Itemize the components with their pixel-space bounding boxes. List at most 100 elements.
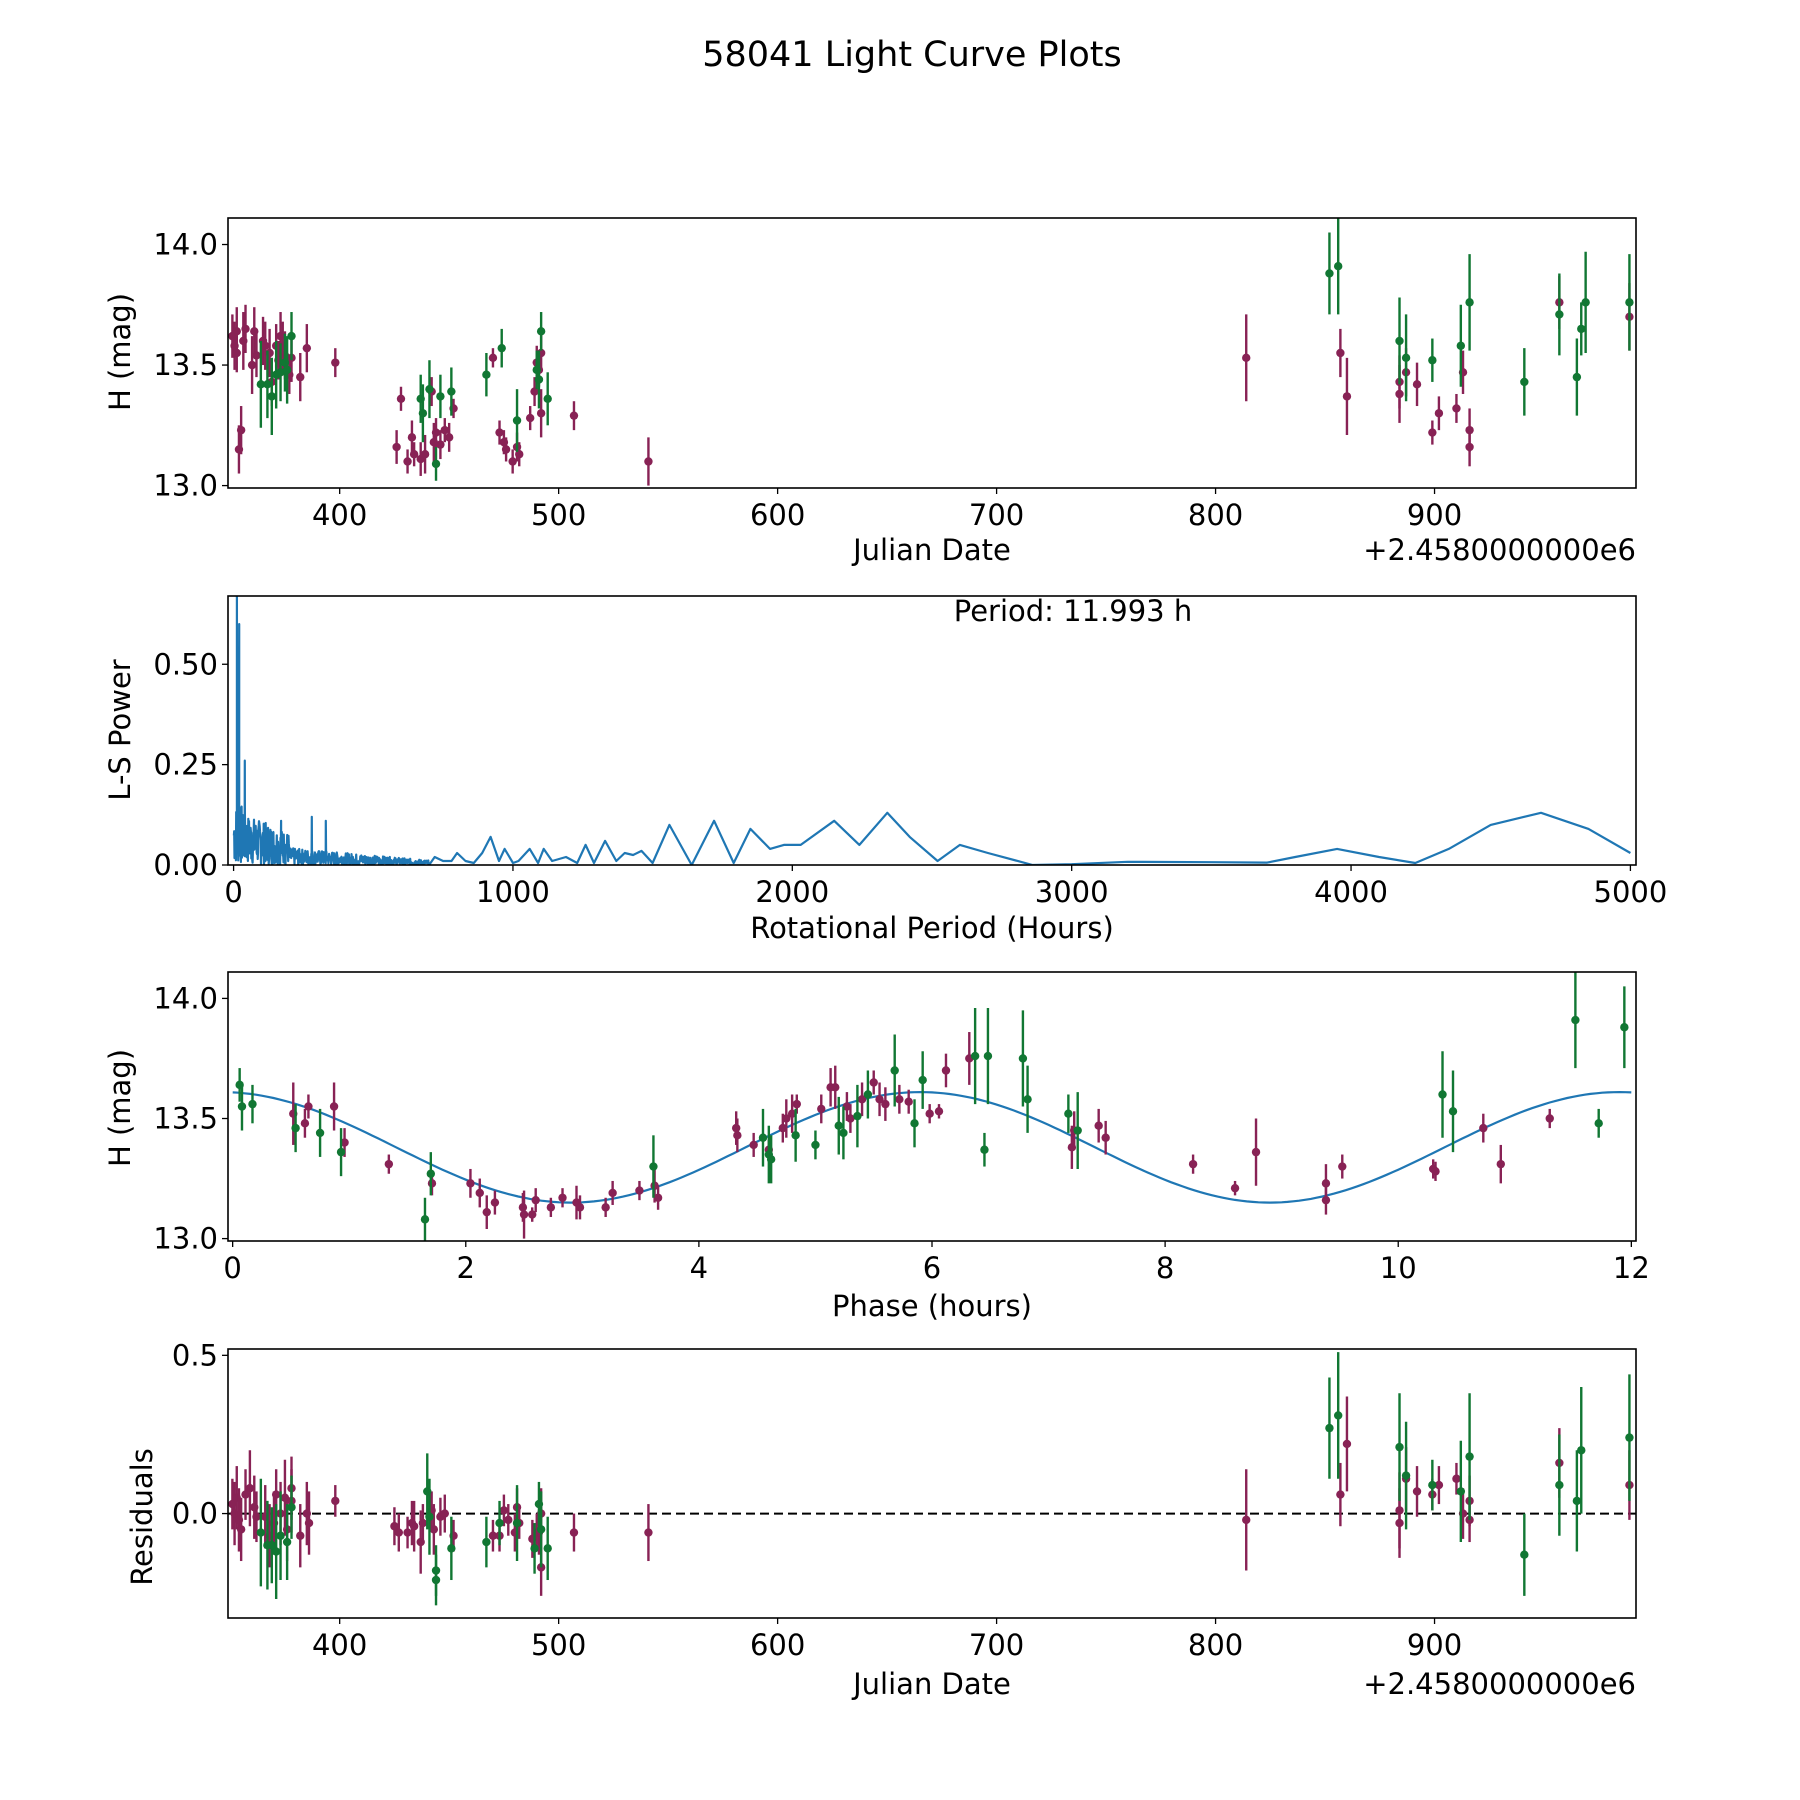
data-point bbox=[1395, 1518, 1404, 1528]
data-point bbox=[267, 1541, 276, 1550]
data-point bbox=[248, 1099, 257, 1109]
data-point bbox=[271, 1547, 281, 1556]
data-point bbox=[1401, 1471, 1411, 1480]
data-point bbox=[733, 1131, 742, 1140]
data-point bbox=[440, 1509, 449, 1518]
axes-frame bbox=[227, 1348, 1637, 1619]
data-point bbox=[1434, 1480, 1444, 1490]
data-point bbox=[1188, 1159, 1198, 1169]
data-point bbox=[1401, 353, 1411, 363]
data-point bbox=[331, 358, 340, 367]
data-point bbox=[1428, 428, 1437, 437]
data-point bbox=[495, 1518, 504, 1528]
y-tick-label: 0.00 bbox=[153, 848, 218, 882]
data-point bbox=[232, 348, 241, 358]
data-point bbox=[1431, 1167, 1440, 1176]
data-point bbox=[1342, 392, 1352, 401]
data-point bbox=[890, 1066, 899, 1075]
data-point bbox=[490, 1198, 500, 1207]
green-filter-series bbox=[256, 218, 1634, 481]
y-tick-label: 0.50 bbox=[153, 647, 218, 681]
data-point bbox=[1577, 324, 1586, 334]
data-point bbox=[276, 368, 285, 377]
data-point bbox=[536, 409, 546, 418]
data-point bbox=[558, 1193, 567, 1202]
data-point bbox=[543, 394, 552, 404]
phase-folded-plot-area bbox=[232, 972, 1632, 1241]
residuals-xlabel: Julian Date bbox=[851, 1667, 1011, 1701]
data-point bbox=[536, 327, 546, 336]
data-point bbox=[241, 1490, 250, 1499]
data-point bbox=[1625, 1433, 1634, 1442]
data-point bbox=[1428, 1480, 1437, 1490]
periodogram-plot-area bbox=[232, 596, 1631, 865]
data-point bbox=[534, 375, 544, 384]
data-point bbox=[256, 380, 266, 389]
data-point bbox=[296, 372, 305, 382]
data-point bbox=[497, 343, 506, 353]
x-tick-label: 900 bbox=[1407, 498, 1462, 532]
data-point bbox=[1336, 1490, 1345, 1499]
data-point bbox=[749, 1140, 758, 1150]
light-curve-xlabel: Julian Date bbox=[851, 533, 1011, 567]
x-tick-label: 500 bbox=[531, 498, 586, 532]
sinusoid-fit-line bbox=[232, 1090, 1632, 1204]
phase-folded-panel: H (mag) Phase (hours) 0 2 4 6 8 10 12 13.0 13.5 1… bbox=[103, 971, 1650, 1323]
data-point bbox=[831, 1083, 840, 1092]
x-tick-label: 4 bbox=[690, 1251, 708, 1285]
phase-ylabel: H (mag) bbox=[103, 1049, 137, 1167]
data-point bbox=[1251, 1147, 1261, 1157]
x-tick-label: 0 bbox=[223, 1251, 241, 1285]
data-point bbox=[792, 1099, 801, 1109]
figure-title: 58041 Light Curve Plots bbox=[702, 35, 1122, 75]
data-point bbox=[236, 1525, 246, 1534]
data-point bbox=[420, 1215, 430, 1224]
data-point bbox=[409, 450, 419, 459]
data-point bbox=[530, 387, 539, 396]
data-point bbox=[980, 1145, 989, 1154]
data-point bbox=[1577, 1446, 1586, 1455]
maroon-filter-series bbox=[289, 1032, 1554, 1239]
axes-frame bbox=[227, 595, 1637, 866]
data-point bbox=[261, 341, 270, 350]
x-tick-label: 6 bbox=[923, 1251, 941, 1285]
data-point bbox=[601, 1203, 610, 1212]
data-point bbox=[569, 1528, 579, 1537]
data-point bbox=[512, 416, 522, 425]
data-point bbox=[499, 1506, 509, 1515]
data-point bbox=[970, 1051, 980, 1061]
data-point bbox=[1325, 269, 1334, 278]
data-point bbox=[1572, 1496, 1582, 1506]
data-point bbox=[842, 1102, 852, 1111]
data-point bbox=[426, 1169, 436, 1178]
periodogram-ylabel: L-S Power bbox=[103, 659, 137, 800]
y-tick-label: 13.5 bbox=[153, 1102, 218, 1136]
data-point bbox=[1064, 1109, 1073, 1118]
light-curve-panel: H (mag) Julian Date +2.4580000000e6 400 5… bbox=[103, 217, 1637, 567]
data-point bbox=[791, 1131, 800, 1140]
data-point bbox=[482, 1207, 491, 1217]
data-point bbox=[504, 1515, 513, 1525]
data-point bbox=[569, 411, 579, 420]
x-tick-label: 500 bbox=[531, 1628, 586, 1662]
data-point bbox=[1342, 1439, 1352, 1449]
data-point bbox=[983, 1051, 993, 1061]
data-point bbox=[418, 409, 428, 418]
data-point bbox=[1434, 409, 1444, 418]
y-tick-label: 0.25 bbox=[153, 748, 218, 782]
phase-xlabel: Phase (hours) bbox=[832, 1289, 1032, 1323]
data-point bbox=[644, 1528, 653, 1537]
data-point bbox=[447, 387, 456, 396]
data-point bbox=[869, 1078, 878, 1087]
data-point bbox=[436, 392, 445, 401]
data-point bbox=[331, 1496, 340, 1506]
data-point bbox=[515, 450, 524, 459]
data-point bbox=[910, 1119, 919, 1128]
x-tick-label: 2000 bbox=[755, 875, 829, 909]
data-point bbox=[263, 380, 272, 389]
data-point bbox=[1321, 1195, 1331, 1205]
data-point bbox=[420, 450, 430, 459]
x-tick-label: 3000 bbox=[1035, 875, 1109, 909]
data-point bbox=[1555, 310, 1564, 319]
data-point bbox=[1242, 1515, 1251, 1525]
